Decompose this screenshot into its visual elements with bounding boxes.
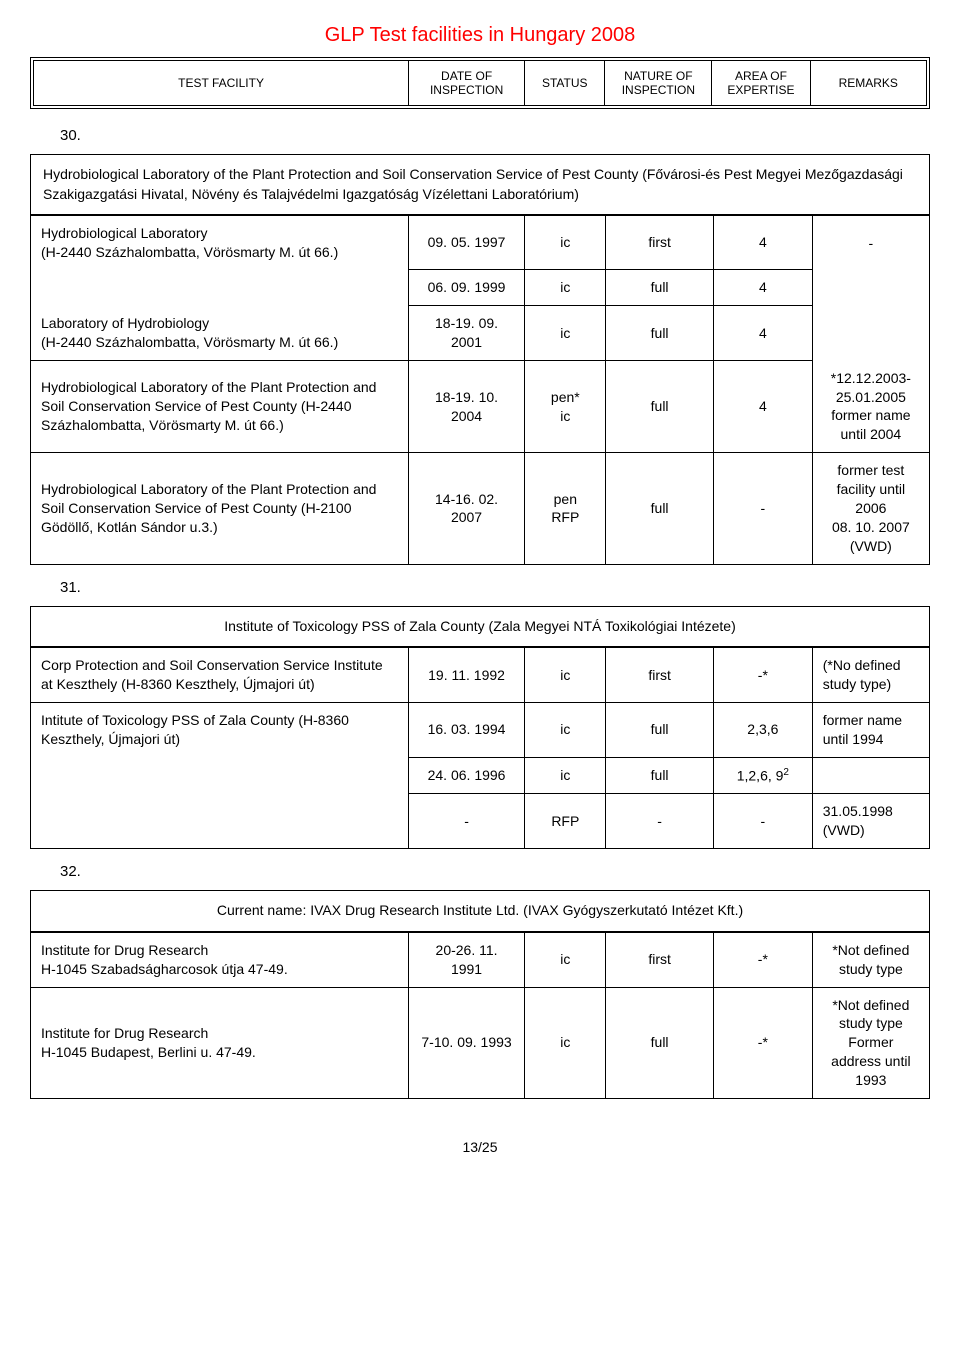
- cell-status: ic: [525, 648, 606, 703]
- section-number-32: 32.: [60, 863, 930, 880]
- cell-status: penRFP: [525, 453, 606, 564]
- cell-nature: full: [606, 453, 714, 564]
- table-row: Intitute of Toxicology PSS of Zala Count…: [31, 703, 929, 758]
- cell-status: ic: [525, 987, 606, 1098]
- section-30-desc: Hydrobiological Laboratory of the Plant …: [31, 155, 929, 215]
- cell-status: ic: [525, 270, 606, 306]
- section-31-table: Corp Protection and Soil Conservation Se…: [31, 647, 929, 848]
- cell-remarks: *Not defined study type: [812, 932, 929, 987]
- table-row: - RFP - - 31.05.1998 (VWD): [31, 794, 929, 848]
- page-number: 13/25: [30, 1139, 930, 1155]
- cell-remarks: (*No defined study type): [812, 648, 929, 703]
- section-32-box: Current name: IVAX Drug Research Institu…: [30, 890, 930, 1099]
- table-row: Hydrobiological Laboratory of the Plant …: [31, 453, 929, 564]
- cell-date: 18-19. 09. 2001: [408, 306, 525, 361]
- section-number-31: 31.: [60, 579, 930, 596]
- table-row: Corp Protection and Soil Conservation Se…: [31, 648, 929, 703]
- cell-name: Hydrobiological Laboratory(H-2440 Százha…: [31, 216, 408, 270]
- header-col-status: STATUS: [525, 61, 605, 105]
- cell-remarks: former test facility until 200608. 10. 2…: [812, 453, 929, 564]
- header-col-facility: TEST FACILITY: [34, 61, 409, 105]
- cell-area: 4: [713, 216, 812, 270]
- cell-name: Intitute of Toxicology PSS of Zala Count…: [31, 703, 408, 758]
- cell-status: ic: [525, 932, 606, 987]
- section-31-box: Institute of Toxicology PSS of Zala Coun…: [30, 606, 930, 849]
- cell-date: 7-10. 09. 1993: [408, 987, 525, 1098]
- section-30-table: Hydrobiological Laboratory(H-2440 Százha…: [31, 215, 929, 563]
- cell-area: 1,2,6, 92: [713, 757, 812, 794]
- cell-area: 2,3,6: [713, 703, 812, 758]
- cell-area: 4: [713, 306, 812, 361]
- cell-status: ic: [525, 757, 606, 794]
- cell-status: ic: [525, 703, 606, 758]
- table-row: 06. 09. 1999 ic full 4: [31, 270, 929, 306]
- cell-remarks: former name until 1994: [812, 703, 929, 758]
- cell-remarks: [812, 270, 929, 306]
- cell-area: -*: [713, 987, 812, 1098]
- cell-nature: full: [606, 361, 714, 453]
- header-box: TEST FACILITY DATE OF INSPECTION STATUS …: [30, 57, 930, 109]
- cell-date: 18-19. 10. 2004: [408, 361, 525, 453]
- section-32-table: Institute for Drug ResearchH-1045 Szabad…: [31, 932, 929, 1098]
- cell-nature: full: [606, 306, 714, 361]
- cell-nature: -: [606, 794, 714, 848]
- cell-name: Institute for Drug ResearchH-1045 Budape…: [31, 987, 408, 1098]
- cell-area: 4: [713, 270, 812, 306]
- cell-date: 16. 03. 1994: [408, 703, 525, 758]
- cell-nature: full: [606, 757, 714, 794]
- cell-remarks: 31.05.1998 (VWD): [812, 794, 929, 848]
- cell-nature: full: [606, 703, 714, 758]
- cell-name: Laboratory of Hydrobiology(H-2440 Százha…: [31, 306, 408, 361]
- cell-remarks: [812, 306, 929, 361]
- table-row: Institute for Drug ResearchH-1045 Szabad…: [31, 932, 929, 987]
- cell-remarks: -: [812, 216, 929, 270]
- cell-nature: first: [606, 932, 714, 987]
- cell-status: pen*ic: [525, 361, 606, 453]
- section-32-desc: Current name: IVAX Drug Research Institu…: [31, 891, 929, 932]
- cell-area: -*: [713, 648, 812, 703]
- cell-name: [31, 270, 408, 306]
- cell-name: [31, 794, 408, 848]
- cell-date: 09. 05. 1997: [408, 216, 525, 270]
- cell-remarks: *Not defined study type Former address u…: [812, 987, 929, 1098]
- cell-date: 20-26. 11. 1991: [408, 932, 525, 987]
- cell-area: -: [713, 453, 812, 564]
- header-col-nature: NATURE OF INSPECTION: [605, 61, 712, 105]
- cell-remarks: *12.12.2003-25.01.2005 former name until…: [812, 361, 929, 453]
- cell-name: Hydrobiological Laboratory of the Plant …: [31, 453, 408, 564]
- section-30-box: Hydrobiological Laboratory of the Plant …: [30, 154, 930, 565]
- header-col-remarks: REMARKS: [810, 61, 926, 105]
- header-col-date: DATE OF INSPECTION: [409, 61, 525, 105]
- table-row: 24. 06. 1996 ic full 1,2,6, 92: [31, 757, 929, 794]
- cell-date: 06. 09. 1999: [408, 270, 525, 306]
- cell-status: RFP: [525, 794, 606, 848]
- cell-status: ic: [525, 216, 606, 270]
- cell-nature: first: [606, 648, 714, 703]
- cell-status: ic: [525, 306, 606, 361]
- cell-name: Corp Protection and Soil Conservation Se…: [31, 648, 408, 703]
- page-title: GLP Test facilities in Hungary 2008: [30, 24, 930, 47]
- table-row: Institute for Drug ResearchH-1045 Budape…: [31, 987, 929, 1098]
- table-row: Hydrobiological Laboratory(H-2440 Százha…: [31, 216, 929, 270]
- cell-date: 24. 06. 1996: [408, 757, 525, 794]
- header-table: TEST FACILITY DATE OF INSPECTION STATUS …: [34, 61, 926, 105]
- cell-date: 14-16. 02. 2007: [408, 453, 525, 564]
- cell-area: -*: [713, 932, 812, 987]
- cell-area: 4: [713, 361, 812, 453]
- cell-nature: first: [606, 216, 714, 270]
- table-row: Hydrobiological Laboratory of the Plant …: [31, 361, 929, 453]
- section-number-30: 30.: [60, 127, 930, 144]
- cell-name: Hydrobiological Laboratory of the Plant …: [31, 361, 408, 453]
- cell-date: 19. 11. 1992: [408, 648, 525, 703]
- cell-name: [31, 757, 408, 794]
- section-31-desc: Institute of Toxicology PSS of Zala Coun…: [31, 607, 929, 648]
- table-row: Laboratory of Hydrobiology(H-2440 Százha…: [31, 306, 929, 361]
- header-col-area: AREA OF EXPERTISE: [712, 61, 810, 105]
- cell-nature: full: [606, 270, 714, 306]
- cell-area: -: [713, 794, 812, 848]
- cell-name: Institute for Drug ResearchH-1045 Szabad…: [31, 932, 408, 987]
- cell-date: -: [408, 794, 525, 848]
- cell-remarks: [812, 757, 929, 794]
- cell-nature: full: [606, 987, 714, 1098]
